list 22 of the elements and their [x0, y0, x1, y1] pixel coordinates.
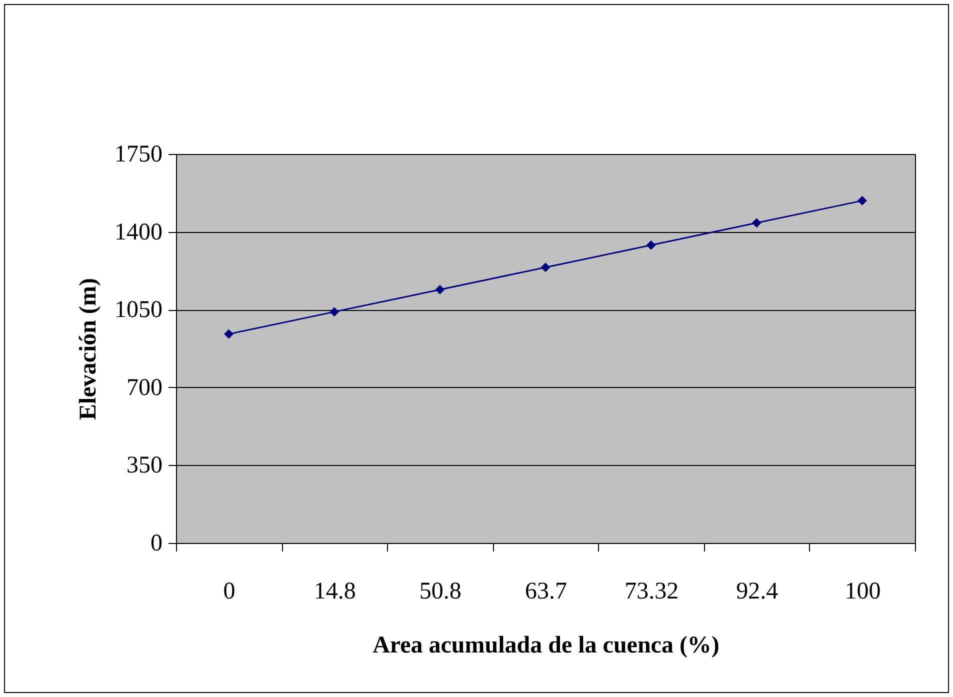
x-tick-label: 50.8 — [419, 578, 462, 604]
point — [752, 218, 762, 228]
y-tick-label: 0 — [150, 530, 162, 556]
point — [540, 262, 550, 272]
y-tick-label: 700 — [126, 374, 162, 401]
y-tick-label: 1400 — [114, 219, 162, 246]
x-tick-label: 100 — [844, 578, 881, 604]
y-tick-label: 1750 — [114, 142, 162, 168]
point — [330, 307, 340, 317]
x-axis-title: Area acumulada de la cuenca (%) — [372, 632, 720, 658]
x-tick-label: 14.8 — [314, 578, 356, 604]
point — [435, 284, 445, 294]
point — [857, 196, 867, 206]
point — [646, 240, 656, 250]
x-tick-label: 92.4 — [736, 578, 778, 604]
x-tick-label: 0 — [223, 578, 236, 604]
y-tick-label: 1050 — [114, 297, 162, 324]
x-tick-label: 63.7 — [525, 578, 567, 604]
x-tick-label: 73.32 — [624, 578, 679, 604]
point — [224, 329, 234, 339]
y-axis-title: Elevación (m) — [76, 278, 102, 420]
y-tick-label: 350 — [126, 452, 162, 479]
